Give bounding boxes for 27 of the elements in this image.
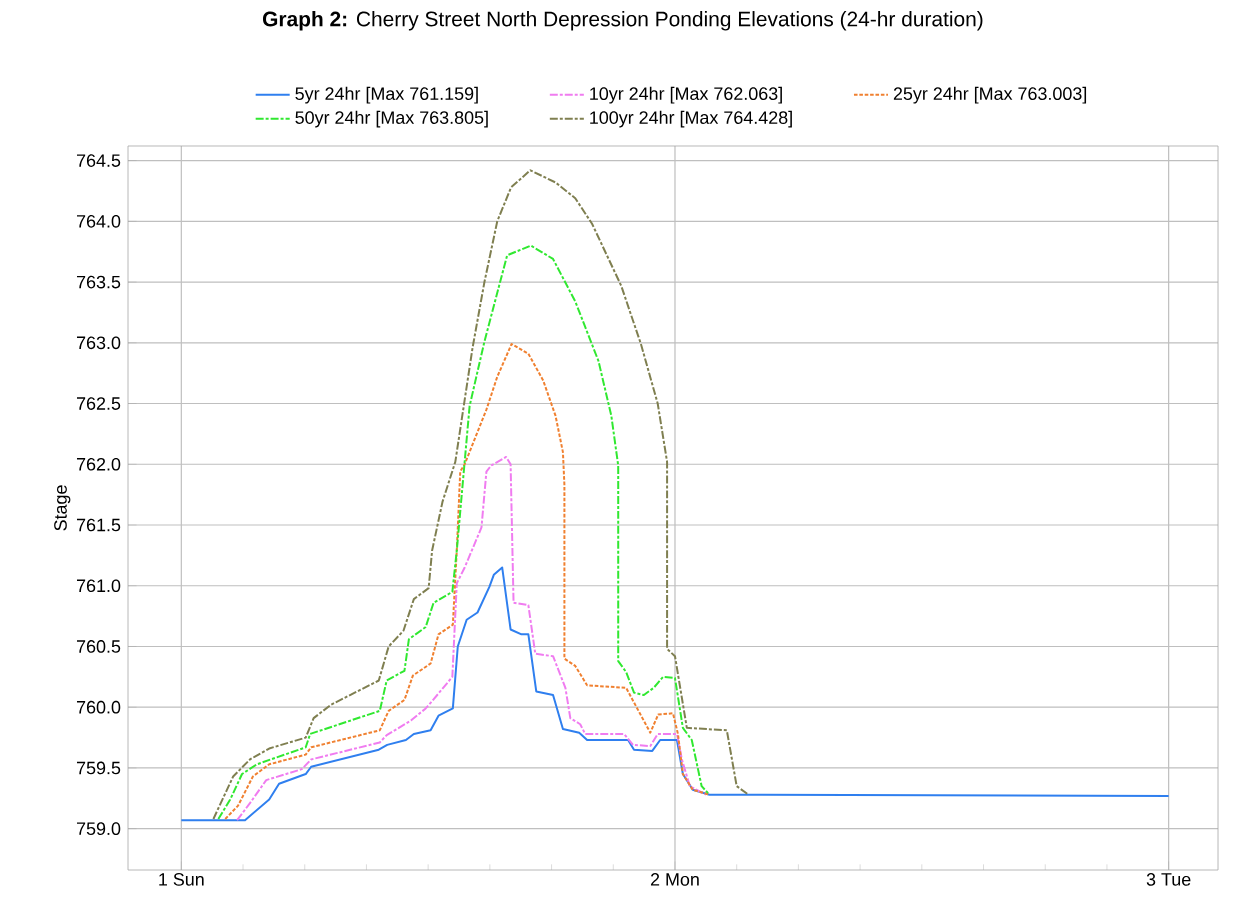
y-tick-label: 759.5: [76, 761, 121, 775]
y-tick-label: 761.5: [76, 518, 121, 532]
legend-label: 10yr 24hr [Max 762.063]: [590, 86, 782, 104]
y-tick-label: 760.0: [76, 700, 121, 714]
y-tick-label: 760.5: [76, 640, 121, 653]
legend-label: 25yr 24hr [Max 763.003]: [893, 86, 1087, 104]
y-tick-label: 764.5: [76, 154, 121, 167]
y-tick-label: 761.0: [76, 579, 121, 593]
y-tick-label: 763.5: [76, 275, 121, 289]
chart-title: Graph 2: Cherry Street North Depression Ponding Elevations (24-hr duration): [262, 11, 983, 31]
y-tick-label: 764.0: [76, 214, 121, 228]
y-tick-label: 763.0: [76, 336, 121, 350]
y-tick-label: 759.0: [76, 822, 121, 836]
legend-label: 100yr 24hr [Max 764.428]: [590, 110, 792, 128]
line-series: [236, 455, 708, 822]
line-series: [212, 169, 750, 820]
y-axis-title: Stage: [54, 485, 71, 531]
legend-label: 50yr 24hr [Max 763.805]: [295, 110, 488, 128]
legend-label: 5yr 24hr [Max 761.159]: [295, 86, 478, 104]
x-tick-label: 2 Mon: [650, 873, 699, 886]
line-series: [224, 343, 711, 820]
y-tick-label: 762.0: [76, 457, 121, 471]
y-tick-label: 762.5: [76, 397, 121, 410]
x-tick-label: 3 Tue: [1146, 873, 1191, 886]
line-series: [217, 244, 711, 820]
line-series: [180, 566, 1170, 822]
x-tick-label: 1 Sun: [159, 873, 204, 886]
